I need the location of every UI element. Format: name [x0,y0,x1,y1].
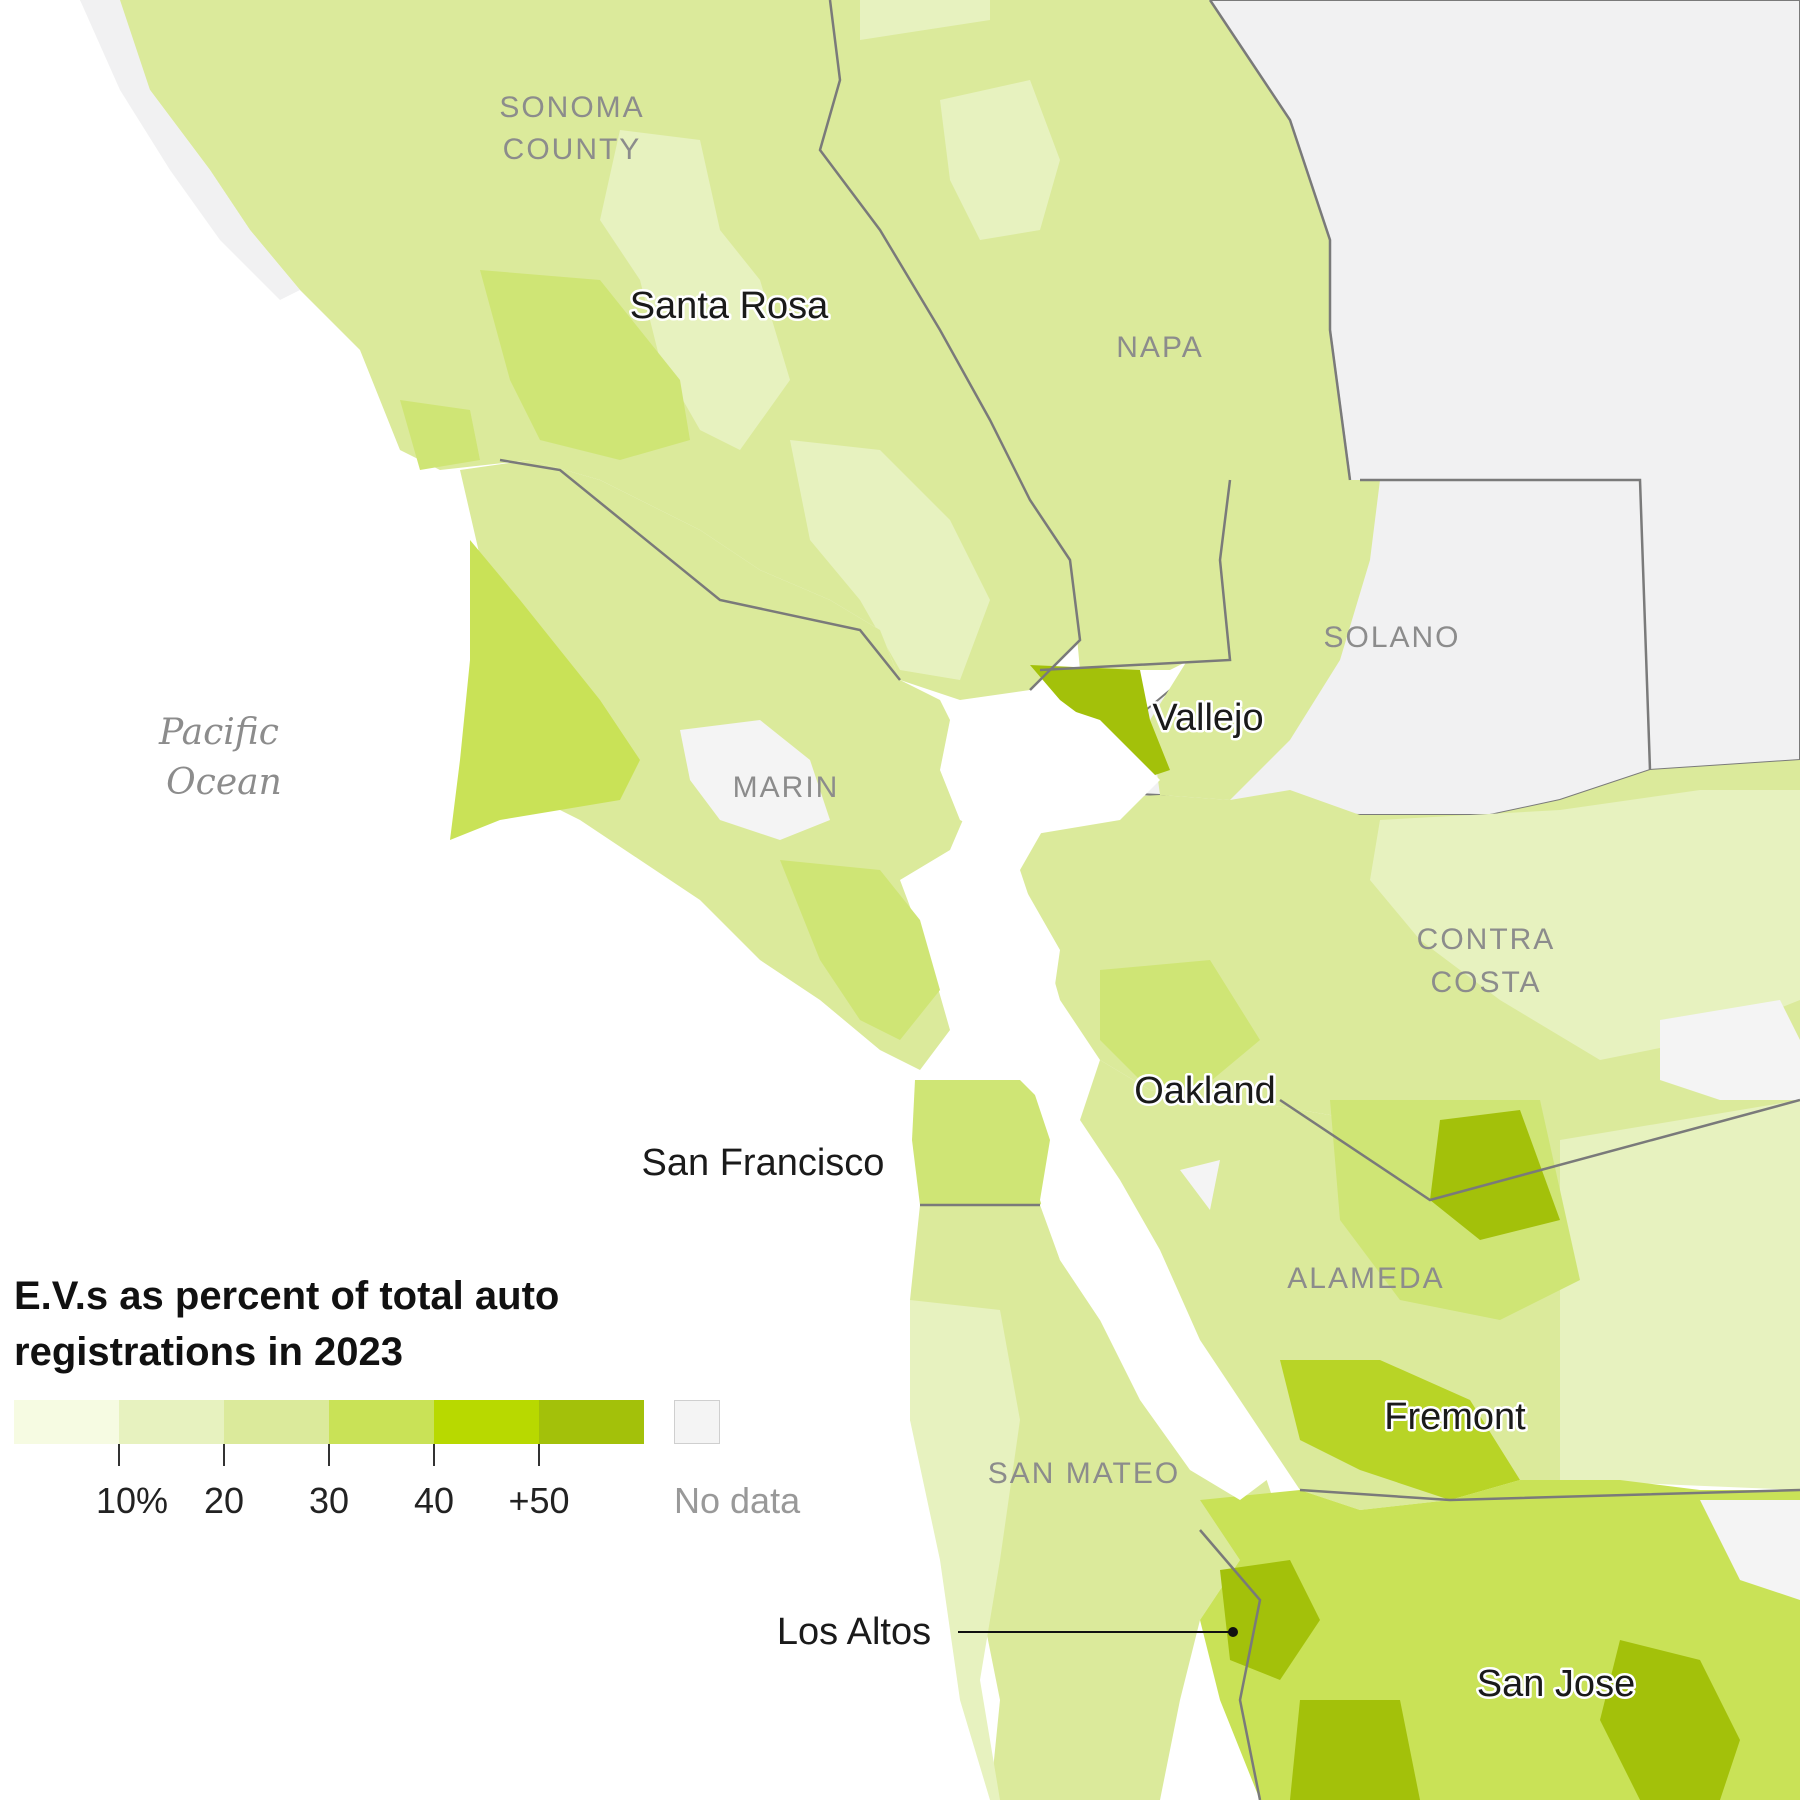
legend-tick-2 [328,1444,330,1466]
marin-nodata [680,720,830,840]
legend-swatch-1 [119,1400,224,1444]
san-mateo-light [910,1300,1020,1800]
legend-tick-0 [118,1444,120,1466]
label-sonoma-county-line2: COUNTY [503,133,642,166]
napa-patch-light-2 [860,0,990,40]
legend-no-data-label: No data [674,1480,801,1521]
label-san-francisco: San Francisco [642,1142,885,1184]
san-francisco-bay [960,870,1280,1500]
legend-swatch-4 [434,1400,539,1444]
south-east-nodata [1700,1500,1800,1600]
alameda-dark [1430,1110,1560,1240]
south-bay-dark [1290,1700,1420,1800]
san-francisco [912,1080,1060,1205]
alameda-east-light [1560,1100,1800,1490]
legend-title: E.V.s as percent of total auto registrat… [14,1274,560,1374]
label-napa: NAPA [1116,331,1203,364]
label-marin: MARIN [733,771,840,804]
sonoma-patch-mid [480,270,690,460]
san-pablo-bay [940,700,1160,840]
coast-nodata [80,0,300,300]
legend-tick-label-3: 40 [413,1480,455,1521]
label-vallejo: Vallejo [1152,697,1263,739]
oakland-patch [1100,960,1260,1090]
contra-costa-light [1370,790,1800,1060]
county-borders [499,0,1800,1800]
label-alameda: ALAMEDA [1287,1262,1444,1295]
legend-no-data-swatch [674,1400,720,1444]
label-contra-costa-line1: CONTRA [1417,923,1556,956]
label-sonoma-county-line1: SONOMA [499,91,644,124]
marin-south-patch [780,860,940,1040]
legend-tick-label-1: 20 [203,1480,245,1521]
point-reyes [450,540,640,840]
label-san-mateo: SAN MATEO [988,1457,1180,1490]
label-los-altos: Los Altos [777,1611,931,1653]
label-solano: SOLANO [1323,621,1460,654]
legend-tick-label-0: 10% [95,1480,169,1521]
legend-tick-4 [538,1444,540,1466]
sonoma-patch-light-2 [790,440,990,680]
label-santa-rosa: Santa Rosa [630,285,829,327]
los-altos-marker [1228,1627,1238,1637]
legend-tick-label-2: 30 [308,1480,350,1521]
sonoma-coast-patch [400,400,480,470]
contra-costa-nodata [1660,1000,1800,1100]
label-fremont: Fremont [1384,1396,1526,1438]
label-pacific-ocean-line2: Ocean [166,762,282,803]
label-pacific-ocean-line1: Pacific [158,712,279,753]
legend-tick-label-4: +50 [508,1480,570,1521]
legend-swatch-2 [224,1400,329,1444]
napa-patch-light [940,80,1060,240]
legend-swatch-3 [329,1400,434,1444]
legend-tick-1 [223,1444,225,1466]
legend-swatch-0 [14,1400,119,1444]
legend: E.V.s as percent of total auto registrat… [14,1268,834,1560]
label-san-jose: San Jose [1477,1663,1635,1705]
sonoma-patch-light [600,130,790,450]
legend-swatch-5 [539,1400,644,1444]
solano-county [1150,480,1380,800]
oakland-nodata [1180,1160,1220,1210]
legend-scale: 10% 20 30 40 +50 No data [14,1400,834,1560]
los-altos-patch [1220,1560,1320,1680]
san-jose-east-dark [1600,1640,1740,1800]
label-contra-costa-line2: COSTA [1430,966,1541,999]
label-oakland: Oakland [1134,1070,1276,1112]
fremont-patch [1280,1360,1520,1500]
legend-tick-3 [433,1444,435,1466]
